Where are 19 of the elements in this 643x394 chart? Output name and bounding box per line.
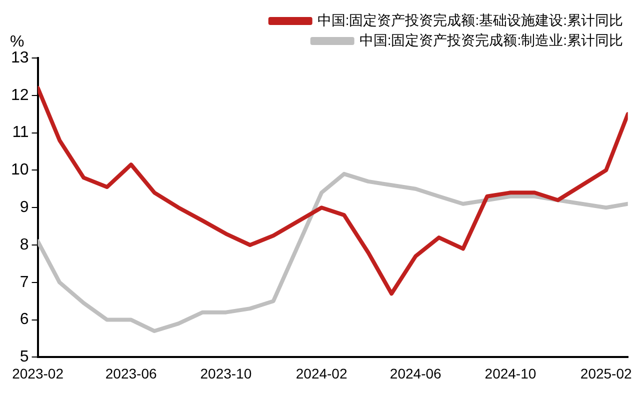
x-tick-label: 2023-06 — [105, 365, 157, 382]
y-tick-label: 6 — [20, 311, 29, 328]
x-tick-label: 2024-10 — [484, 365, 536, 382]
x-tick-label: 2023-10 — [200, 365, 252, 382]
y-axis-title: % — [10, 33, 24, 50]
x-tick-label: 2023-02 — [12, 365, 64, 382]
legend-label: 中国:固定资产投资完成额:制造业:累计同比 — [359, 32, 624, 48]
x-tick-label: 2024-06 — [390, 365, 442, 382]
y-tick-label: 8 — [20, 236, 29, 254]
x-tick-label: 2025-02 — [580, 365, 632, 382]
x-tick-label: 2024-02 — [296, 365, 348, 382]
y-tick-label: 9 — [20, 199, 29, 216]
y-tick-label: 5 — [20, 348, 29, 366]
y-tick-label: 11 — [12, 124, 29, 142]
legend-label: 中国:固定资产投资完成额:基础设施建设:累计同比 — [317, 12, 624, 28]
y-tick-label: 10 — [11, 162, 29, 179]
y-tick-label: 12 — [11, 86, 29, 104]
y-tick-label: 7 — [20, 274, 29, 291]
y-tick-label: 13 — [11, 49, 29, 66]
